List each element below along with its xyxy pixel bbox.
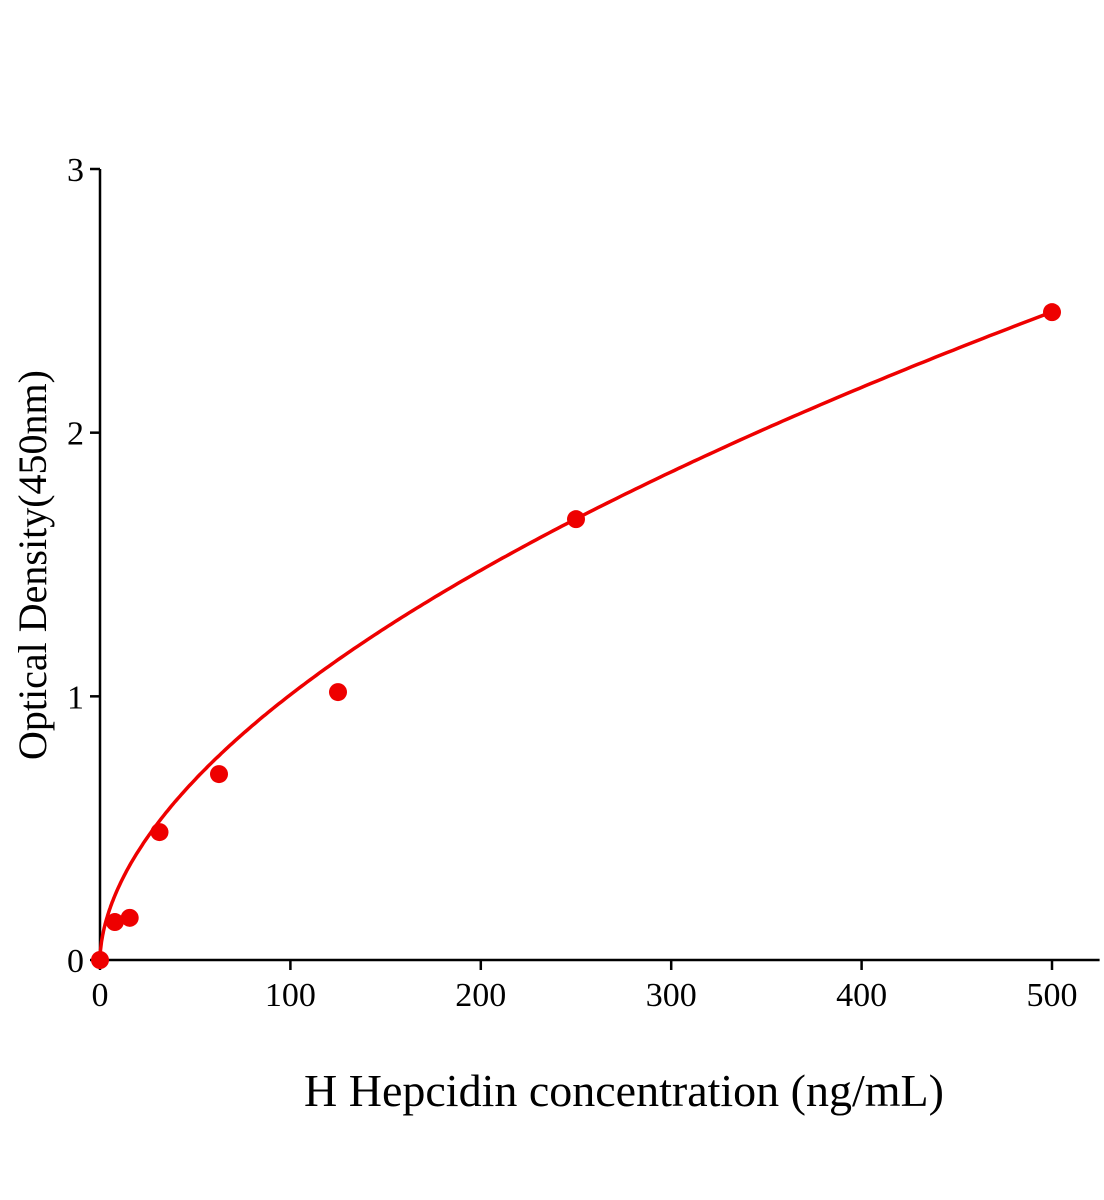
data-point	[329, 683, 347, 702]
data-point	[105, 913, 124, 932]
x-tick-label: 100	[265, 977, 316, 1014]
fit-curve	[98, 310, 1053, 960]
data-point	[91, 951, 109, 969]
y-tick-label: 2	[67, 416, 84, 453]
x-tick-label: 200	[455, 977, 506, 1014]
y-tick-label: 3	[67, 152, 84, 189]
x-tick-label: 400	[836, 977, 887, 1014]
data-point	[120, 908, 139, 927]
y-tick-label: 0	[67, 943, 84, 980]
x-tick-label: 0	[92, 977, 109, 1014]
axes: 0 100 200 300 400 500 0 1 2 3	[67, 152, 1100, 1014]
fit-curve-group	[98, 310, 1053, 960]
data-point	[150, 823, 169, 842]
x-tick-label: 500	[1027, 977, 1078, 1014]
data-point	[567, 510, 585, 529]
data-points	[91, 303, 1061, 969]
y-axis-label: Optical Density(450nm)	[10, 370, 55, 760]
y-tick-label: 1	[67, 679, 84, 716]
x-tick-label: 300	[646, 977, 697, 1014]
data-point	[1043, 303, 1061, 322]
data-point	[210, 765, 228, 784]
x-axis-label: H Hepcidin concentration (ng/mL)	[304, 1065, 944, 1116]
